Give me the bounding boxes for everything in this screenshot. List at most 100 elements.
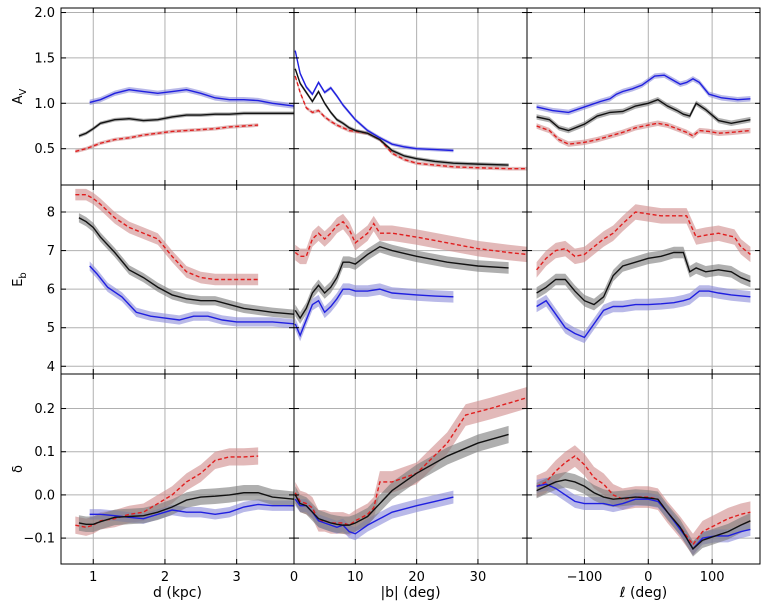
line-red-dashed bbox=[75, 193, 259, 281]
line-red-dashed bbox=[536, 211, 751, 271]
ytick-label: −0.1 bbox=[23, 532, 55, 547]
line-black bbox=[78, 217, 294, 315]
band-red-dashed bbox=[295, 386, 527, 536]
line-black bbox=[294, 433, 509, 526]
panel-r2-c1: 0 10 20 30 bbox=[290, 373, 528, 585]
panel-plot-area bbox=[536, 72, 751, 147]
xtick-label: 30 bbox=[470, 570, 487, 585]
row-label-av-main: A bbox=[11, 95, 26, 104]
xtick-label: 0 bbox=[644, 570, 652, 585]
xtick-label: 10 bbox=[347, 570, 364, 585]
panel-r1-c1 bbox=[293, 184, 528, 375]
band-black bbox=[78, 484, 294, 533]
panel-frame bbox=[293, 184, 528, 375]
ytick-label: 7 bbox=[47, 244, 55, 259]
xlabel-longitude: ℓ (deg) bbox=[619, 585, 668, 601]
panel-frame bbox=[60, 373, 295, 565]
xtick-label: 20 bbox=[408, 570, 425, 585]
panel-r1-c0: 4 5 6 7 8 bbox=[47, 184, 295, 375]
panel-r0-c1 bbox=[293, 7, 528, 186]
row-labels: AV Eb δ bbox=[11, 88, 29, 473]
line-blue bbox=[294, 50, 454, 152]
band-black bbox=[295, 67, 509, 167]
line-black bbox=[78, 492, 294, 525]
panel-grid: 0.5 1.0 1.5 2.0 4 5 6 7 8 1 2 3 −0.1 0.0 0.1 0.2 0 10 20 30… bbox=[23, 6, 761, 585]
band-red-dashed bbox=[536, 204, 751, 278]
line-red-dashed bbox=[294, 397, 527, 526]
ytick-label: 6 bbox=[47, 283, 55, 298]
line-blue bbox=[89, 265, 294, 325]
band-black bbox=[536, 246, 751, 311]
band-black bbox=[295, 425, 509, 534]
panel-plot-area bbox=[75, 86, 294, 154]
xtick-label: 0 bbox=[290, 570, 298, 585]
ytick-label: 1.0 bbox=[34, 97, 55, 112]
band-red-dashed bbox=[295, 213, 527, 265]
line-blue bbox=[294, 288, 454, 338]
xtick-label: 3 bbox=[233, 570, 241, 585]
panel-r1-c2 bbox=[526, 184, 761, 375]
ytick-label: 2.0 bbox=[34, 6, 55, 21]
panel-r0-c2 bbox=[526, 7, 761, 186]
line-blue bbox=[89, 88, 294, 107]
line-blue bbox=[536, 483, 751, 551]
band-blue bbox=[536, 285, 751, 344]
panel-plot-area bbox=[75, 188, 294, 329]
panel-frame bbox=[60, 184, 295, 375]
band-black bbox=[78, 111, 294, 138]
line-black bbox=[536, 479, 751, 550]
ytick-label: 4 bbox=[47, 360, 55, 375]
panel-plot-area bbox=[294, 213, 527, 342]
line-black bbox=[294, 245, 509, 320]
row-label-eb-main: E bbox=[11, 279, 26, 287]
panel-r2-c0: 1 2 3 −0.1 0.0 0.1 0.2 bbox=[23, 373, 295, 585]
line-black bbox=[536, 251, 751, 306]
xtick-label: 1 bbox=[89, 570, 97, 585]
ytick-label: 5 bbox=[47, 321, 55, 336]
panel-plot-area bbox=[294, 386, 527, 541]
line-black bbox=[78, 112, 294, 137]
row-label-delta: δ bbox=[11, 465, 26, 473]
panel-plot-area bbox=[75, 447, 294, 536]
ytick-label: 0.5 bbox=[34, 142, 55, 157]
ytick-label: 0.0 bbox=[34, 488, 55, 503]
band-red-dashed bbox=[75, 123, 259, 154]
xlabel-distance: d (kpc) bbox=[153, 585, 202, 601]
xtick-label: 2 bbox=[161, 570, 169, 585]
line-blue bbox=[536, 290, 751, 339]
line-black bbox=[536, 98, 751, 132]
ytick-label: 0.2 bbox=[34, 402, 55, 417]
column-labels: d (kpc) |b| (deg) ℓ (deg) bbox=[153, 585, 667, 601]
xtick-label: 100 bbox=[700, 570, 725, 585]
row-label-av-sub: V bbox=[18, 88, 29, 95]
panel-r2-c2: −100 0 100 bbox=[526, 373, 761, 585]
ytick-label: 8 bbox=[47, 206, 55, 221]
band-black bbox=[536, 96, 751, 134]
band-blue bbox=[295, 283, 454, 342]
xlabel-latitude: |b| (deg) bbox=[380, 585, 440, 601]
band-blue bbox=[89, 86, 294, 109]
ytick-label: 0.1 bbox=[34, 445, 55, 460]
line-black bbox=[294, 68, 509, 166]
row-label-av: AV bbox=[11, 88, 29, 104]
line-blue bbox=[89, 503, 294, 520]
panel-frame bbox=[526, 373, 761, 565]
line-red-dashed bbox=[536, 455, 751, 546]
ytick-label: 1.5 bbox=[34, 51, 55, 66]
xtick-label: −100 bbox=[567, 570, 603, 585]
row-label-eb-sub: b bbox=[18, 272, 29, 278]
panel-plot-area bbox=[294, 48, 527, 171]
band-black bbox=[78, 213, 294, 319]
panel-plot-area bbox=[536, 445, 751, 557]
band-red-dashed bbox=[75, 188, 259, 286]
panel-plot-area bbox=[536, 204, 751, 344]
band-black bbox=[536, 472, 751, 557]
line-red-dashed bbox=[536, 122, 751, 145]
band-blue bbox=[536, 72, 751, 116]
line-blue bbox=[536, 74, 751, 114]
band-red-dashed bbox=[536, 120, 751, 147]
band-blue bbox=[89, 261, 294, 329]
panel-frame bbox=[60, 7, 295, 186]
line-red-dashed bbox=[75, 124, 259, 153]
